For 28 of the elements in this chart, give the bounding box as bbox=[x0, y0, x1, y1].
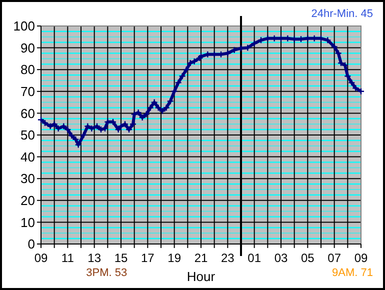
x-tick-label: 15 bbox=[114, 251, 128, 265]
x-tick-label: 05 bbox=[300, 251, 315, 265]
x-tick-label: 19 bbox=[168, 251, 182, 265]
text: 9AM. 71 bbox=[332, 267, 373, 279]
y-tick-label: 30 bbox=[20, 171, 35, 186]
x-tick-label: 21 bbox=[194, 251, 208, 265]
text: 24hr-Min. 45 bbox=[311, 8, 373, 20]
x-tick-label: 09 bbox=[354, 251, 368, 265]
y-tick-label: 40 bbox=[20, 149, 35, 164]
y-tick-label: 70 bbox=[20, 84, 35, 99]
y-tick-label: 80 bbox=[20, 62, 35, 78]
x-tick-label: 23 bbox=[220, 251, 235, 265]
y-tick-label: 50 bbox=[20, 128, 35, 143]
y-tick-label: 20 bbox=[20, 192, 35, 208]
x-tick-label: 07 bbox=[328, 251, 342, 265]
x-tick-label: 09 bbox=[34, 251, 48, 265]
x-tick-label: 11 bbox=[61, 251, 74, 265]
x-tick-label: 17 bbox=[140, 251, 155, 265]
x-tick-label: 01 bbox=[248, 251, 262, 265]
x-tick-label: 13 bbox=[88, 251, 102, 265]
x-axis-title: Hour bbox=[186, 269, 216, 284]
x-tick-label: 03 bbox=[274, 251, 288, 265]
y-tick-label: 0 bbox=[28, 236, 35, 252]
text: 3PM. 53 bbox=[86, 267, 128, 279]
y-tick-label: 90 bbox=[20, 40, 35, 56]
y-tick-label: 100 bbox=[13, 18, 35, 34]
y-tick-label: 10 bbox=[20, 214, 35, 230]
y-tick-label: 60 bbox=[20, 106, 35, 121]
